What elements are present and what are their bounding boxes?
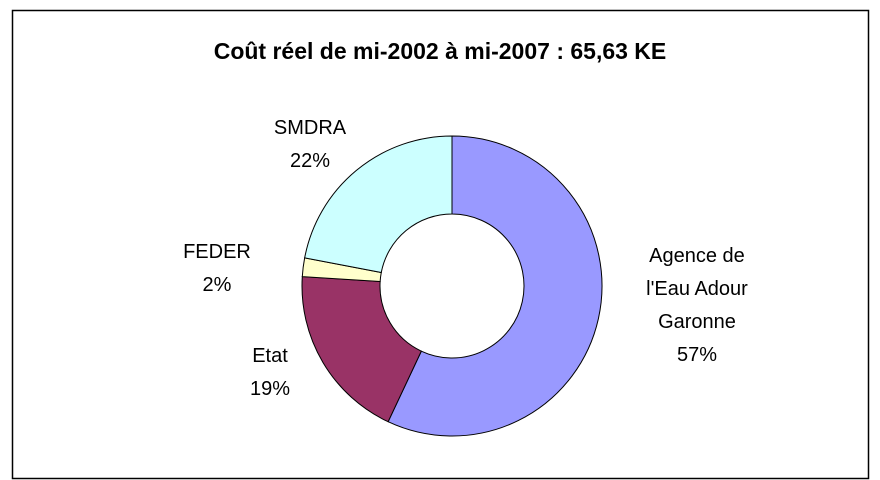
chart-title: Coût réel de mi-2002 à mi-2007 : 65,63 K… xyxy=(213,38,667,64)
slice-label: Etat 19% xyxy=(205,340,335,406)
donut-slice xyxy=(387,135,603,437)
slice-label: FEDER 2% xyxy=(152,236,282,302)
donut-slice xyxy=(304,135,453,274)
value-label: 19% xyxy=(249,378,291,400)
category-label: Etat xyxy=(252,345,288,367)
slice-label: SMDRA 22% xyxy=(245,112,375,178)
slice-label: Agence de l'Eau Adour Garonne 57% xyxy=(632,240,762,372)
category-label: SMDRA xyxy=(273,117,347,139)
value-label: 22% xyxy=(289,150,331,172)
value-label: 2% xyxy=(202,274,232,296)
value-label: 57% xyxy=(676,344,718,366)
category-label: Agence de l'Eau Adour Garonne xyxy=(646,245,748,333)
category-label: FEDER xyxy=(183,241,251,263)
donut-slice xyxy=(301,276,423,423)
